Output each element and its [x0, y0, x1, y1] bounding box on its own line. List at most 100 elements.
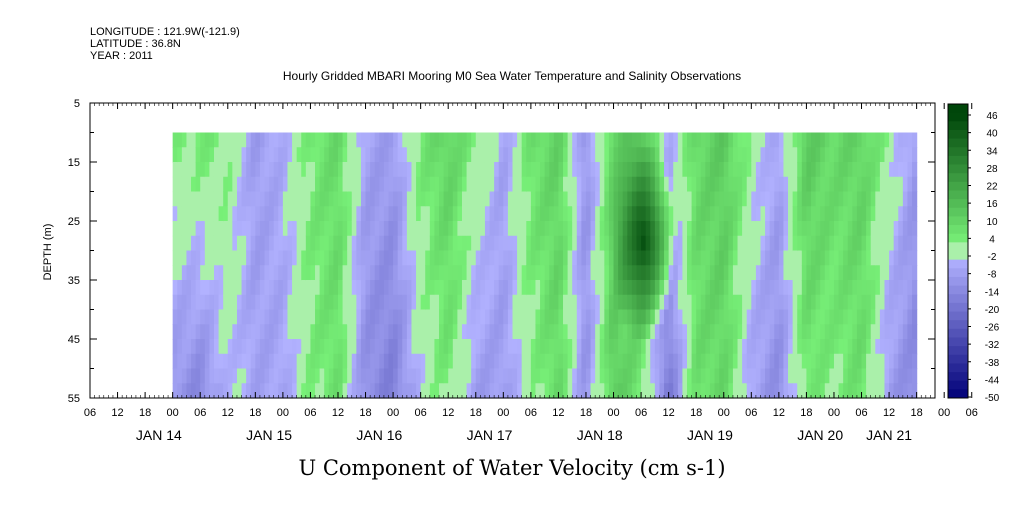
heatmap-cell	[778, 294, 785, 311]
heatmap-cell	[439, 235, 445, 252]
heatmap-cell	[691, 339, 697, 355]
heatmap-cell	[824, 368, 830, 384]
heatmap-cell	[351, 176, 357, 193]
heatmap-cell	[585, 265, 592, 281]
heatmap-cell	[558, 383, 564, 399]
heatmap-cell	[627, 309, 633, 325]
heatmap-cell	[305, 147, 312, 163]
heatmap-cell	[788, 206, 794, 222]
heatmap-cell	[567, 206, 573, 222]
heatmap-cell	[558, 265, 564, 281]
heatmap-cell	[742, 132, 748, 148]
x-hour-label: 18	[800, 407, 812, 419]
heatmap-cell	[852, 176, 858, 193]
heatmap-cell	[278, 353, 284, 370]
heatmap-cell	[608, 162, 615, 178]
heatmap-cell	[728, 235, 734, 252]
heatmap-cell	[512, 294, 518, 311]
heatmap-cell	[645, 235, 651, 252]
heatmap-cell	[558, 339, 564, 355]
heatmap-cell	[576, 309, 582, 325]
heatmap-cell	[434, 206, 440, 222]
heatmap-cell	[714, 324, 720, 340]
heatmap-cell	[645, 368, 651, 384]
heatmap-cell	[700, 368, 706, 384]
heatmap-cell	[792, 147, 798, 163]
heatmap-cell	[544, 383, 550, 399]
heatmap-cell	[613, 309, 619, 325]
heatmap-cell	[788, 353, 794, 370]
heatmap-cell	[907, 176, 913, 193]
heatmap-cell	[489, 132, 495, 148]
heatmap-cell	[310, 280, 316, 296]
heatmap-cell	[259, 309, 266, 325]
heatmap-cell	[503, 250, 509, 266]
heatmap-cell	[370, 206, 376, 222]
heatmap-cell	[687, 339, 693, 355]
x-hour-label: 18	[580, 407, 592, 419]
heatmap-cell	[875, 132, 881, 148]
heatmap-cell	[898, 339, 904, 355]
x-day-label: JAN 18	[577, 427, 623, 443]
heatmap-cell	[687, 147, 693, 163]
heatmap-cell	[673, 206, 679, 222]
heatmap-cell	[783, 353, 789, 370]
heatmap-cell	[801, 309, 808, 325]
heatmap-cell	[608, 294, 615, 311]
heatmap-cell	[246, 176, 252, 193]
heatmap-cell	[530, 250, 537, 266]
heatmap-cell	[236, 191, 243, 207]
heatmap-cell	[333, 147, 339, 163]
heatmap-cell	[416, 265, 422, 281]
heatmap-cell	[360, 294, 367, 311]
heatmap-cell	[452, 383, 458, 399]
heatmap-cell	[480, 221, 486, 237]
colorbar-swatch	[948, 138, 968, 148]
heatmap-cell	[223, 383, 229, 399]
heatmap-cell	[305, 250, 312, 266]
heatmap-cell	[333, 339, 339, 355]
heatmap-cell	[691, 265, 697, 281]
heatmap-cell	[705, 280, 711, 296]
heatmap-cell	[838, 235, 844, 252]
colorbar-swatch	[948, 121, 968, 131]
heatmap-cell	[650, 250, 656, 266]
x-hour-label: 12	[773, 407, 785, 419]
heatmap-cell	[402, 176, 408, 193]
colorbar-swatch	[948, 112, 968, 122]
heatmap-cell	[420, 353, 426, 370]
heatmap-cell	[641, 294, 647, 311]
heatmap-cell	[847, 206, 853, 222]
heatmap-cell	[838, 206, 844, 222]
heatmap-cell	[847, 162, 853, 178]
heatmap-cell	[200, 265, 206, 281]
heatmap-cell	[218, 324, 224, 340]
heatmap-cell	[324, 221, 330, 237]
heatmap-cell	[333, 383, 339, 399]
colorbar-swatch	[948, 242, 968, 252]
heatmap-cell	[820, 353, 826, 370]
heatmap-cell	[411, 368, 417, 384]
heatmap-cell	[829, 383, 835, 399]
heatmap-cell	[585, 353, 592, 370]
heatmap-cell	[723, 294, 729, 311]
heatmap-cell	[856, 353, 863, 370]
heatmap-cell	[461, 206, 468, 222]
heatmap-cell	[429, 132, 436, 148]
heatmap-cell	[719, 235, 725, 252]
heatmap-cell	[250, 309, 256, 325]
heatmap-cell	[356, 147, 362, 163]
heatmap-cell	[278, 147, 284, 163]
heatmap-cell	[172, 280, 178, 296]
heatmap-cell	[815, 235, 821, 252]
heatmap-cell	[305, 206, 312, 222]
heatmap-cell	[714, 147, 720, 163]
heatmap-cell	[287, 368, 293, 384]
heatmap-cell	[893, 147, 899, 163]
heatmap-cell	[907, 147, 913, 163]
heatmap-cell	[709, 250, 716, 266]
heatmap-cell	[503, 162, 509, 178]
heatmap-cell	[742, 309, 748, 325]
heatmap-cell	[356, 294, 362, 311]
heatmap-cell	[765, 221, 771, 237]
